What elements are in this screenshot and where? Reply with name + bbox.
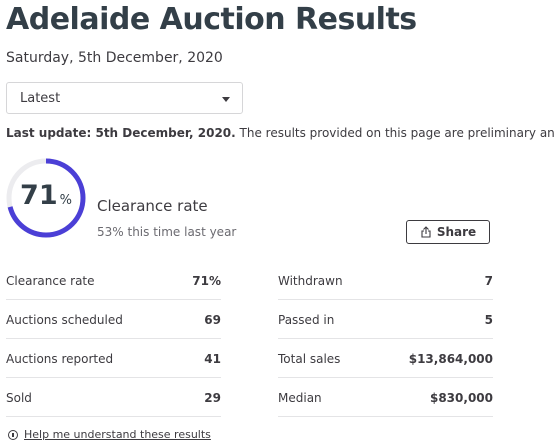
stat-label: Sold (6, 391, 32, 405)
last-update-text: The results provided on this page are pr… (239, 126, 554, 140)
stat-value: 41 (204, 352, 221, 366)
stat-value: 29 (204, 391, 221, 405)
stat-value: 69 (204, 313, 221, 327)
stat-row-withdrawn: Withdrawn 7 (278, 262, 493, 300)
stat-row-auctions-scheduled: Auctions scheduled 69 (6, 301, 221, 339)
chevron-down-icon (222, 97, 230, 102)
stat-row-auctions-reported: Auctions reported 41 (6, 340, 221, 378)
stat-value: 71% (192, 274, 221, 288)
stat-label: Withdrawn (278, 274, 343, 288)
help-link[interactable]: Help me understand these results (8, 428, 211, 441)
stat-row-sold: Sold 29 (6, 379, 221, 417)
results-period-value: Latest (20, 91, 61, 106)
stat-label: Clearance rate (6, 274, 95, 288)
stat-label: Auctions scheduled (6, 313, 123, 327)
stat-value: $13,864,000 (408, 352, 493, 366)
last-update-date: Last update: 5th December, 2020. (6, 126, 236, 140)
info-icon (8, 429, 18, 440)
stat-row-total-sales: Total sales $13,864,000 (278, 340, 493, 378)
results-period-select[interactable]: Latest (6, 82, 243, 114)
stats-table-left: Clearance rate 71% Auctions scheduled 69… (6, 262, 221, 418)
stat-label: Total sales (278, 352, 341, 366)
results-date: Saturday, 5th December, 2020 (6, 50, 223, 66)
clearance-rate-ring (6, 158, 86, 238)
share-icon (421, 226, 431, 238)
clearance-rate-number: 71 (20, 180, 58, 211)
stat-value: 5 (484, 313, 493, 327)
stat-value: $830,000 (429, 391, 493, 405)
stat-row-passed-in: Passed in 5 (278, 301, 493, 339)
last-update-notice: Last update: 5th December, 2020. The res… (6, 126, 554, 140)
stat-row-clearance-rate: Clearance rate 71% (6, 262, 221, 300)
share-label: Share (436, 225, 477, 239)
clearance-rate-value: 71% (4, 180, 88, 211)
stat-value: 7 (484, 274, 493, 288)
help-link-label[interactable]: Help me understand these results (24, 428, 211, 441)
clearance-rate-label: Clearance rate (97, 197, 208, 215)
ring-progress (6, 158, 86, 238)
stat-label: Auctions reported (6, 352, 114, 366)
share-button[interactable]: Share (406, 220, 490, 244)
clearance-rate-comparison: 53% this time last year (97, 225, 237, 239)
stat-label: Passed in (278, 313, 335, 327)
stat-label: Median (278, 391, 322, 405)
page-title: Adelaide Auction Results (6, 2, 417, 37)
clearance-rate-unit: % (59, 193, 72, 208)
stats-table-right: Withdrawn 7 Passed in 5 Total sales $13,… (278, 262, 493, 418)
stat-row-median: Median $830,000 (278, 379, 493, 417)
